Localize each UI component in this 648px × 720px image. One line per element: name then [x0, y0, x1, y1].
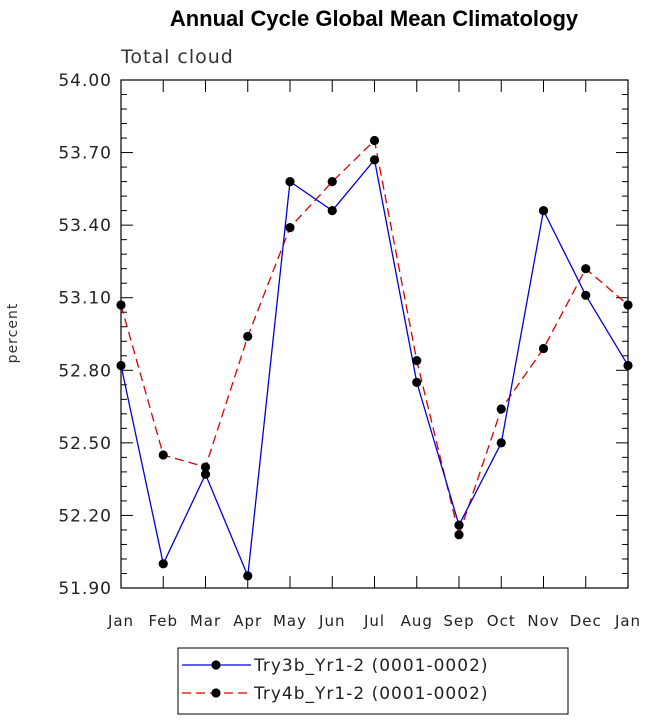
data-point	[412, 356, 422, 366]
data-point	[285, 222, 295, 233]
data-point	[538, 343, 549, 354]
x-tick-label: Apr	[233, 612, 262, 630]
x-tick-label: Mar	[190, 612, 221, 630]
data-point	[158, 450, 168, 460]
x-tick-label: Jun	[318, 612, 345, 630]
data-point	[116, 360, 126, 371]
y-tick-label: 54.00	[58, 71, 112, 91]
x-tick-label: Feb	[148, 612, 178, 630]
series-line-2	[120, 139, 629, 538]
legend-marker	[211, 660, 221, 670]
y-tick-label: 51.90	[58, 579, 112, 599]
x-tick-label: Aug	[401, 612, 433, 630]
data-point	[243, 571, 253, 581]
legend-label-1: Try3b_Yr1-2 (0001-0002)	[253, 656, 489, 676]
data-point	[243, 331, 253, 342]
legend-box	[177, 647, 569, 715]
data-point	[327, 206, 337, 216]
y-tick-label: 52.80	[58, 361, 112, 381]
x-tick-label: Jan	[614, 612, 641, 630]
axis-ticks	[120, 79, 629, 589]
data-point	[623, 300, 633, 310]
x-tick-label: Oct	[487, 612, 516, 630]
data-point	[581, 264, 591, 274]
y-tick-label: 52.50	[58, 434, 112, 454]
x-tick-label: Jan	[107, 612, 134, 630]
data-point	[369, 135, 380, 146]
series-line-1	[120, 158, 629, 577]
y-axis-label: percent	[5, 303, 21, 364]
x-tick-label: Jul	[363, 612, 385, 630]
x-tick-label: Sep	[443, 612, 474, 630]
data-point	[454, 520, 464, 530]
chart-subtitle: Total cloud	[120, 46, 234, 68]
legend-label-2: Try4b_Yr1-2 (0001-0002)	[253, 684, 489, 704]
data-point	[200, 462, 211, 472]
legend: Try3b_Yr1-2 (0001-0002) Try4b_Yr1-2 (0001…	[182, 656, 489, 704]
x-tick-label: Nov	[527, 612, 559, 630]
y-tick-label: 53.70	[58, 144, 112, 164]
data-point	[200, 469, 211, 479]
y-tick-labels: 51.90 52.20 52.50 52.80 53.10 53.40 53.70 54.00	[58, 71, 112, 599]
data-point	[369, 155, 380, 165]
data-point	[538, 206, 549, 216]
series-layer	[116, 135, 633, 581]
chart-title: Annual Cycle Global Mean Climatology	[170, 6, 579, 31]
data-point	[623, 360, 633, 371]
x-tick-label: May	[273, 612, 307, 630]
data-point	[116, 300, 126, 310]
x-tick-label: Dec	[570, 612, 602, 630]
data-point	[285, 177, 295, 187]
data-point	[412, 377, 422, 387]
legend-marker	[211, 688, 221, 698]
data-point	[496, 404, 506, 414]
data-point	[454, 530, 464, 540]
data-point	[327, 177, 337, 187]
data-point	[496, 438, 506, 448]
y-tick-label: 53.10	[58, 289, 112, 309]
data-point	[581, 290, 591, 300]
data-point	[158, 559, 168, 569]
y-tick-label: 52.20	[58, 506, 112, 526]
y-tick-label: 53.40	[58, 216, 112, 236]
x-tick-labels: Jan Feb Mar Apr May Jun Jul Aug Sep Oct Nov Dec Jan	[107, 612, 641, 630]
